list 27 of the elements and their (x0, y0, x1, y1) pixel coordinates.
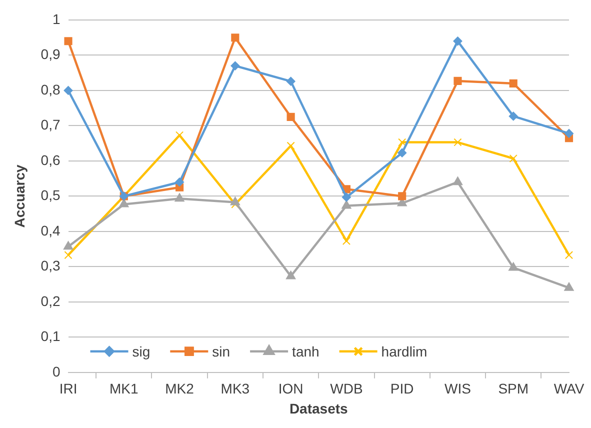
y-tick-label: 0,1 (40, 328, 60, 344)
x-tick-label: SPM (498, 380, 529, 397)
x-tick-label: IRI (59, 380, 78, 397)
y-tick-label: 1 (52, 10, 60, 27)
x-tick-label: MK2 (165, 380, 194, 397)
y-tick-label: 0,3 (40, 258, 60, 274)
y-tick-label: 0,6 (40, 152, 60, 168)
x-tick-label: WDB (330, 380, 363, 397)
x-tick-label: WIS (444, 380, 471, 397)
y-tick-label: 0,5 (40, 187, 60, 204)
y-tick-label: 0,9 (40, 46, 60, 62)
legend-label: hardlim (381, 343, 428, 360)
x-tick-label: PID (390, 380, 414, 397)
y-tick-label: 0,7 (40, 116, 60, 133)
x-tick-label: MK3 (220, 380, 250, 397)
y-tick-label: 0,4 (40, 222, 60, 238)
y-tick-label: 0,8 (40, 81, 60, 98)
y-tick-label: 0,2 (40, 292, 60, 309)
x-tick-label: ION (278, 380, 304, 397)
legend-label: sig (132, 343, 150, 360)
legend-label: tanh (292, 343, 320, 360)
y-axis-title: Accuarcy (11, 164, 28, 228)
x-tick-label: MK1 (110, 380, 138, 397)
x-axis-title: Datasets (289, 400, 348, 416)
y-tick-label: 0 (52, 363, 60, 380)
x-tick-label: WAV (554, 380, 585, 397)
legend-label: sin (212, 343, 230, 360)
